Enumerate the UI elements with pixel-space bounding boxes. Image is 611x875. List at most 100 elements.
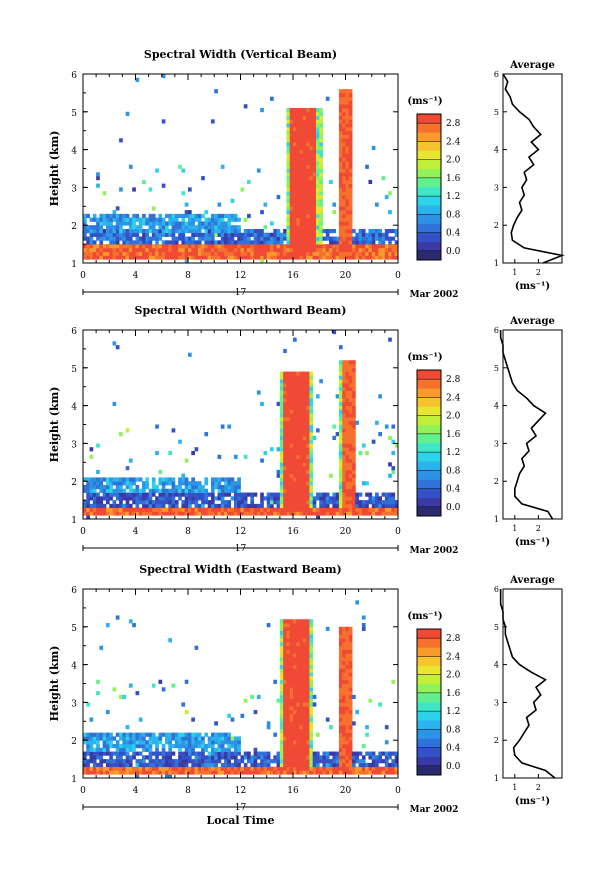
heatmap-cell (214, 477, 218, 482)
heatmap-cell (348, 130, 353, 135)
heatmap-cell (352, 488, 356, 493)
heatmap-cell (306, 657, 310, 662)
heatmap-cell (263, 225, 268, 230)
heatmap-cell (289, 732, 294, 737)
heatmap-cell (128, 762, 133, 768)
heatmap-cell (283, 244, 287, 249)
heatmap-cell (233, 743, 238, 749)
colorbar-tick-label: 0.8 (446, 210, 461, 220)
heatmap-cell (99, 255, 104, 260)
heatmap-cell (306, 477, 310, 482)
heatmap-cell (220, 221, 225, 226)
heatmap-cell (394, 762, 399, 768)
heatmap-cell (201, 255, 205, 260)
heatmap-cell (191, 743, 195, 749)
heatmap-cell (309, 728, 314, 734)
heatmap-cell (378, 240, 382, 245)
heatmap-cell (306, 717, 310, 722)
heatmap-cell (289, 687, 294, 692)
heatmap-cell (138, 511, 143, 516)
heatmap-cell (394, 500, 399, 505)
heatmap-cell (289, 228, 294, 234)
x-tick-label: 12 (235, 271, 246, 281)
heatmap-cell (240, 244, 245, 249)
heatmap-cell (138, 736, 143, 741)
heatmap-cell (194, 251, 199, 256)
heatmap-cell (99, 759, 104, 764)
heatmap-cell (309, 198, 314, 203)
heatmap-cell (273, 732, 277, 737)
heatmap-cell (279, 691, 284, 696)
heatmap-cell (109, 225, 113, 230)
heatmap-cell (201, 751, 205, 756)
heatmap-cell (217, 477, 222, 482)
heatmap-cell (329, 511, 333, 516)
y-tick-label: 5 (71, 109, 77, 119)
heatmap-cell (375, 755, 379, 760)
heatmap-cell (194, 228, 199, 234)
heatmap-cell (283, 747, 287, 752)
heatmap-cell (315, 762, 320, 768)
heatmap-cell (230, 511, 235, 516)
heatmap-cell (312, 751, 317, 756)
heatmap-cell (132, 251, 136, 256)
heatmap-cell (233, 770, 238, 775)
average-frame (502, 588, 563, 779)
heatmap-cell (155, 240, 159, 245)
heatmap-cell (128, 511, 133, 516)
heatmap-cell (342, 672, 346, 677)
heatmap-cell (138, 228, 143, 234)
x-tick-label: 8 (185, 527, 191, 537)
heatmap-cell (322, 244, 327, 249)
heatmap-cell (381, 503, 386, 509)
heatmap-cell (289, 728, 294, 734)
heatmap-cell (210, 217, 215, 222)
heatmap-cell (302, 645, 307, 650)
heatmap-cell (151, 228, 156, 234)
heatmap-cell (89, 743, 94, 749)
heatmap-cell (158, 213, 163, 219)
heatmap-cell (345, 364, 350, 369)
heatmap-cell (83, 247, 87, 253)
heatmap-cell (270, 447, 274, 452)
heatmap-cell (250, 228, 255, 234)
heatmap-cell (158, 511, 163, 516)
heatmap-cell (283, 706, 287, 711)
heatmap-cell (306, 413, 310, 418)
heatmap-cell (142, 503, 146, 509)
heatmap-cell (296, 503, 300, 509)
heatmap-cell (394, 755, 399, 760)
colorbar-swatch (417, 470, 441, 480)
heatmap-cell (89, 732, 94, 737)
heatmap-cell (338, 382, 343, 388)
heatmap-cell (151, 740, 156, 745)
heatmap-cell (309, 405, 314, 410)
heatmap-cell (289, 405, 294, 410)
heatmap-cell (188, 496, 192, 501)
heatmap-cell (342, 435, 346, 441)
heatmap-cell (332, 762, 337, 768)
heatmap-cell (306, 492, 310, 497)
heatmap-cell (178, 251, 182, 256)
heatmap-cell (174, 251, 179, 256)
heatmap-cell (191, 228, 195, 234)
heatmap-cell (345, 424, 350, 429)
heatmap-cell (312, 247, 317, 253)
heatmap-cell (296, 194, 300, 200)
heatmap-cell (115, 755, 120, 760)
heatmap-cell (224, 251, 228, 256)
heatmap-cell (338, 96, 343, 101)
heatmap-cell (158, 503, 163, 509)
heatmap-cell (394, 244, 399, 249)
heatmap-cell (224, 503, 228, 509)
heatmap-cell (293, 458, 297, 463)
heatmap-cell (86, 477, 90, 482)
heatmap-cell (142, 244, 146, 249)
heatmap-cell (296, 409, 300, 414)
heatmap-cell (329, 244, 333, 249)
heatmap-cell (381, 247, 386, 253)
heatmap-cell (233, 507, 238, 512)
heatmap-cell (171, 244, 176, 249)
heatmap-cell (237, 232, 241, 237)
heatmap-cell (319, 172, 323, 177)
